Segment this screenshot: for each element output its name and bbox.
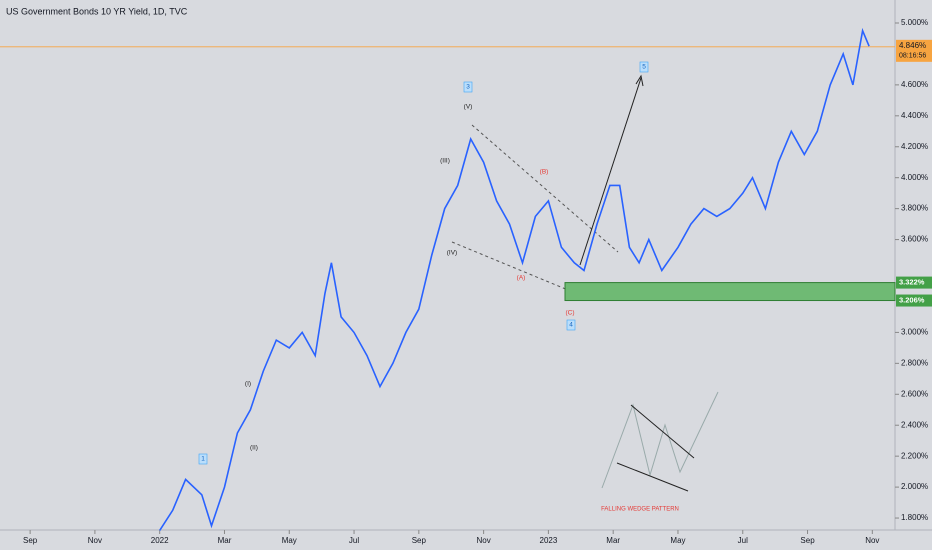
annotation: 1	[201, 456, 205, 463]
y-tick-label: 2.600%	[901, 389, 928, 398]
y-tick-label: 3.000%	[901, 328, 928, 337]
zone-label-bg	[896, 276, 932, 289]
wave-box	[639, 61, 649, 73]
y-tick-label: 3.600%	[901, 235, 928, 244]
zone-label: 3.322%	[899, 278, 925, 287]
y-tick-label: 2.200%	[901, 451, 928, 460]
x-tick-label: 2022	[151, 536, 169, 545]
projection-arrow	[579, 77, 642, 266]
annotation: 3	[466, 84, 470, 91]
x-tick-label: Sep	[23, 536, 38, 545]
y-tick-label: 2.800%	[901, 358, 928, 367]
countdown: 08:16:56	[899, 53, 926, 60]
x-tick-label: Mar	[218, 536, 232, 545]
y-tick-label: 2.000%	[901, 482, 928, 491]
annotation: 5	[642, 64, 646, 71]
y-tick-label: 4.400%	[901, 111, 928, 120]
zone-label-bg	[896, 294, 932, 307]
x-tick-label: Nov	[865, 536, 879, 545]
y-tick-label: 3.800%	[901, 204, 928, 213]
y-tick-label: 4.000%	[901, 173, 928, 182]
last-price-bg	[896, 39, 932, 62]
annotation: FALLING WEDGE PATTERN	[601, 507, 679, 513]
wave-box	[198, 453, 208, 465]
annotation: (V)	[464, 104, 473, 111]
annotation: (III)	[440, 158, 450, 165]
zone-label: 3.206%	[899, 296, 925, 305]
x-tick-label: May	[282, 536, 297, 545]
y-tick-label: 4.200%	[901, 142, 928, 151]
y-tick-label: 2.400%	[901, 420, 928, 429]
x-tick-label: Sep	[800, 536, 815, 545]
support-zone	[564, 282, 896, 302]
wedge-sketch	[601, 391, 719, 492]
x-tick-label: Jul	[738, 536, 748, 545]
annotation: (IV)	[447, 250, 457, 257]
x-tick-label: 2023	[540, 536, 558, 545]
wave-box	[463, 81, 473, 93]
annotation: (I)	[245, 381, 251, 388]
chart-title: US Government Bonds 10 YR Yield, 1D, TVC	[6, 6, 188, 16]
wave-box	[566, 319, 576, 331]
y-tick-label: 5.000%	[901, 18, 928, 27]
x-tick-label: Nov	[88, 536, 102, 545]
annotation: 4	[569, 322, 573, 329]
last-price-label: 4.846%	[899, 41, 926, 50]
x-tick-label: Sep	[412, 536, 427, 545]
y-tick-label: 1.800%	[901, 513, 928, 522]
annotation: (II)	[250, 445, 258, 452]
arrow-head	[635, 74, 644, 87]
wedge-lines	[451, 124, 619, 291]
x-tick-label: Jul	[349, 536, 359, 545]
x-tick-label: May	[670, 536, 685, 545]
annotation: (A)	[517, 275, 526, 282]
x-tick-label: Nov	[477, 536, 491, 545]
x-tick-label: Mar	[606, 536, 620, 545]
annotation: (B)	[540, 169, 549, 176]
y-tick-label: 4.600%	[901, 80, 928, 89]
price-line	[159, 27, 870, 531]
annotation: (C)	[565, 310, 574, 317]
